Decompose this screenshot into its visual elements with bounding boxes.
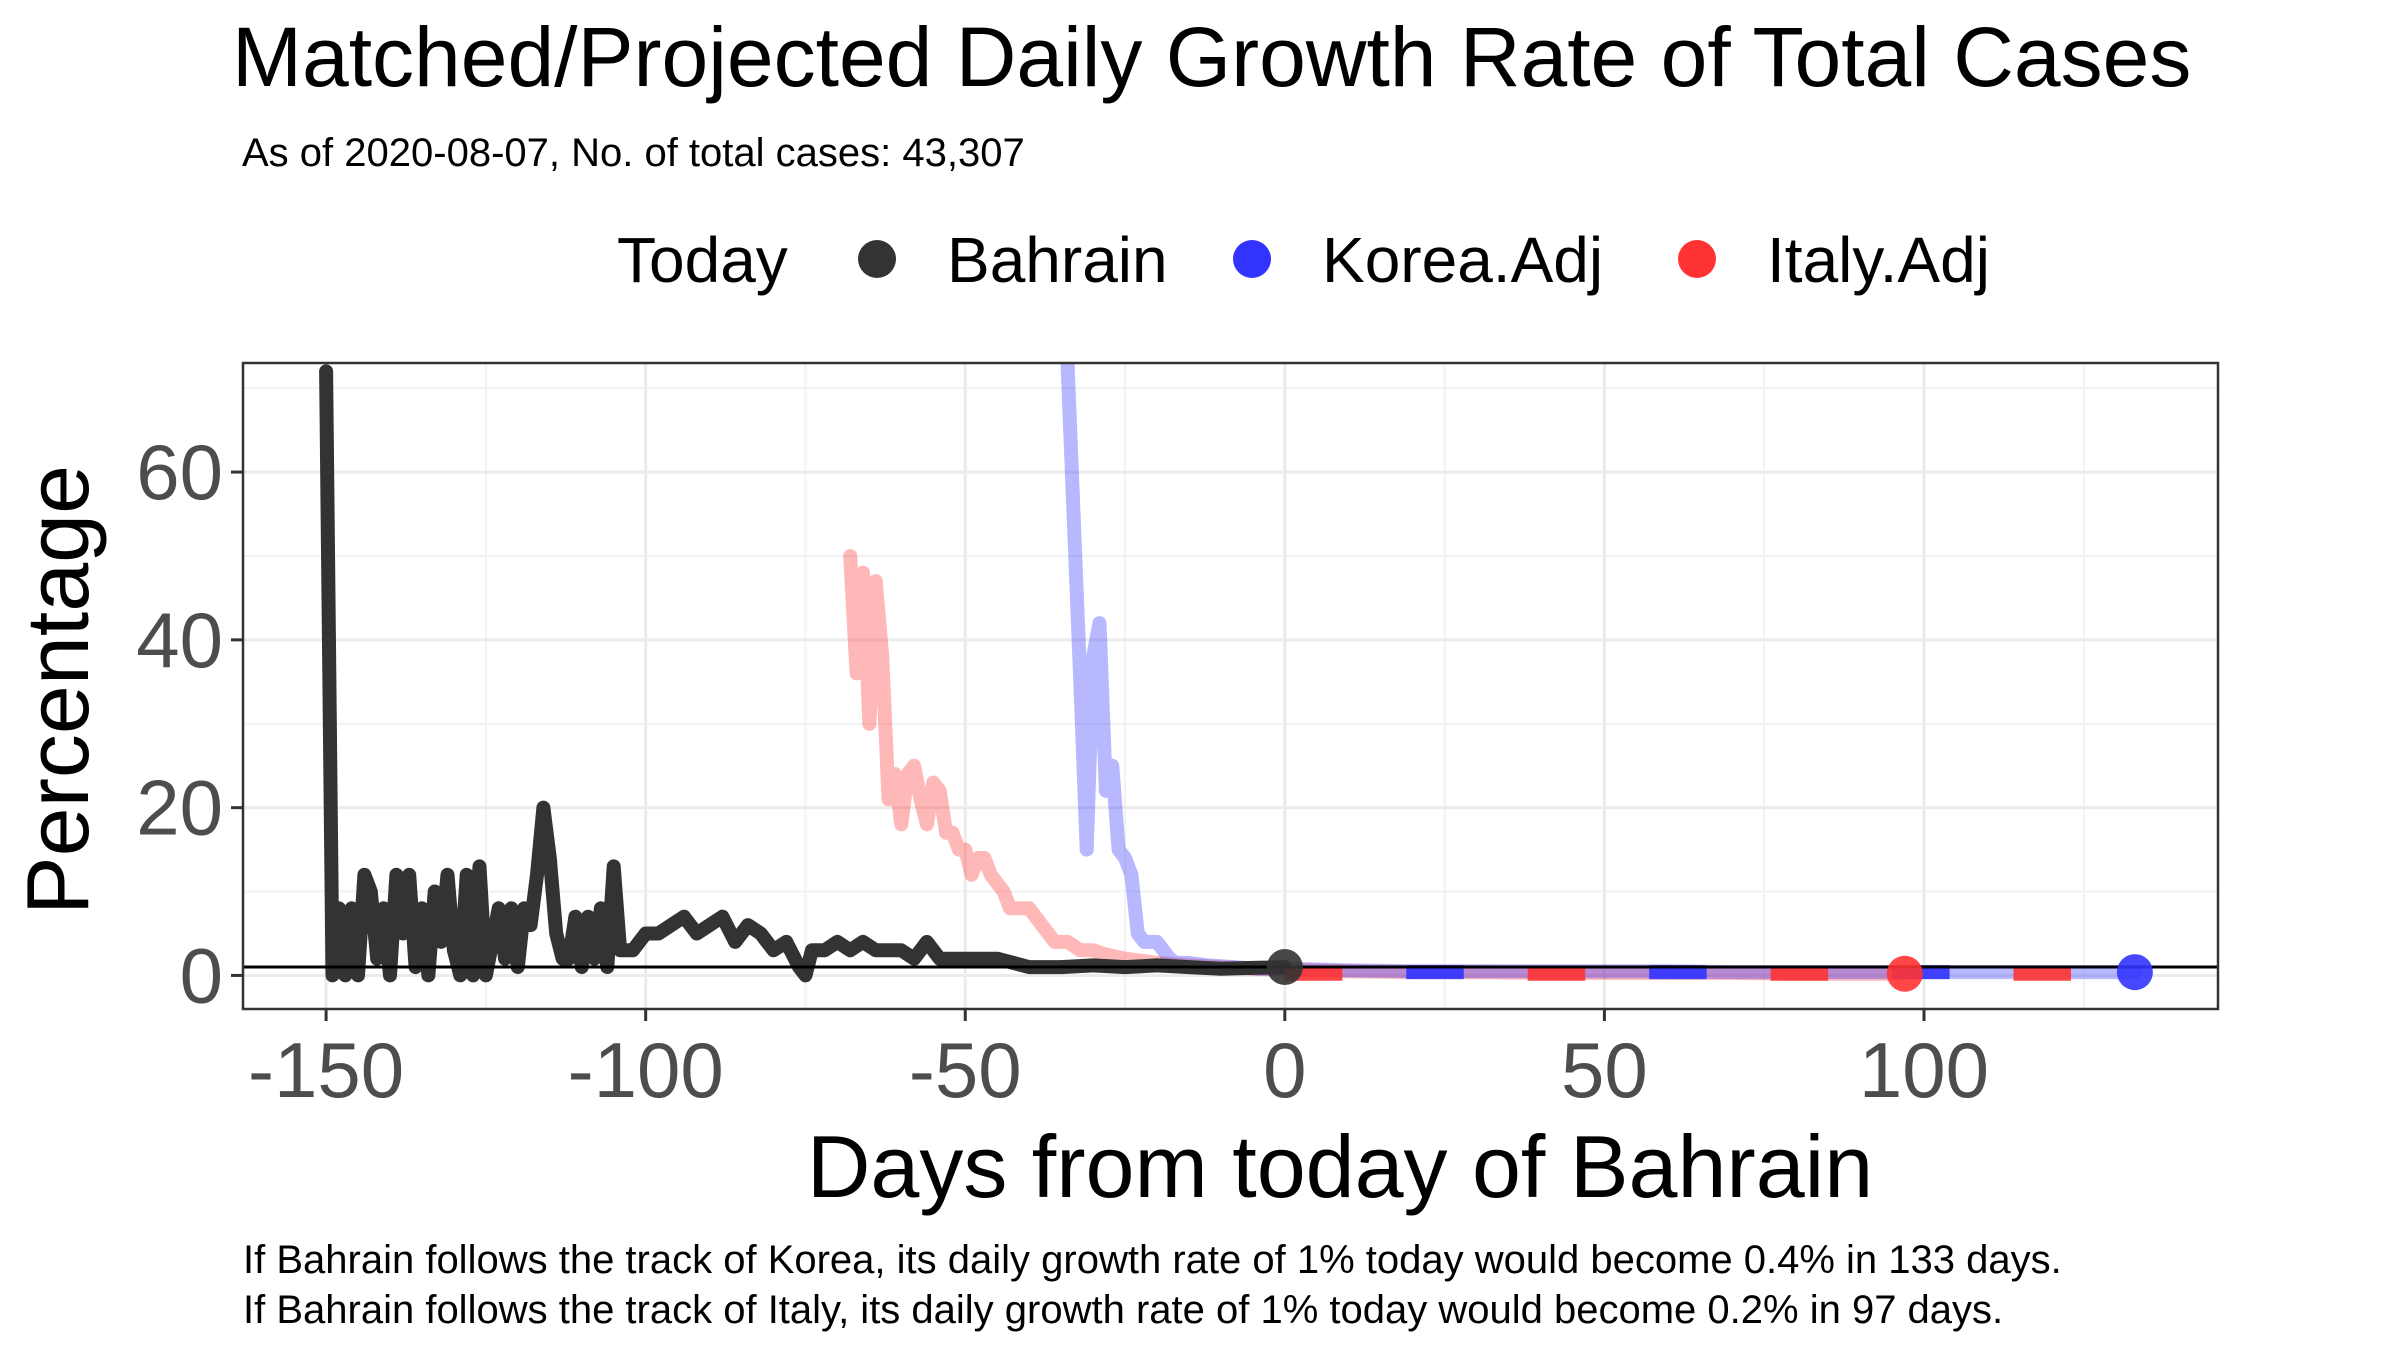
today-points bbox=[1266, 949, 2153, 992]
y-axis-title: Percentage bbox=[8, 465, 107, 915]
today-point-italy-adj bbox=[1886, 955, 1923, 992]
chart-subtitle: As of 2020-08-07, No. of total cases: 43… bbox=[242, 131, 1025, 175]
x-tick-label: 0 bbox=[1263, 1026, 1306, 1114]
today-point-korea-adj bbox=[2116, 954, 2153, 991]
legend-key-italy bbox=[1678, 240, 1716, 278]
series-line-italy-adj bbox=[843, 549, 1912, 981]
caption-italy: If Bahrain follows the track of Italy, i… bbox=[243, 1288, 2003, 1332]
series-line-bahrain bbox=[319, 364, 1292, 983]
x-tick-label: -150 bbox=[248, 1026, 404, 1114]
x-tick-label: 100 bbox=[1859, 1026, 1989, 1114]
legend-title: Today bbox=[617, 224, 788, 296]
legend-key-bahrain bbox=[858, 240, 896, 278]
legend-label-italy: Italy.Adj bbox=[1767, 224, 1990, 296]
caption-korea: If Bahrain follows the track of Korea, i… bbox=[243, 1238, 2062, 1282]
y-tick-label: 40 bbox=[136, 596, 223, 684]
legend-label-bahrain: Bahrain bbox=[947, 224, 1168, 296]
y-tick-label: 60 bbox=[136, 428, 223, 516]
y-tick-label: 0 bbox=[180, 931, 223, 1019]
x-tick-label: 50 bbox=[1561, 1026, 1648, 1114]
series-line-korea-adj bbox=[1060, 363, 2142, 980]
x-axis-title: Days from today of Bahrain bbox=[807, 1117, 1873, 1216]
x-tick-label: -100 bbox=[568, 1026, 724, 1114]
chart-title: Matched/Projected Daily Growth Rate of T… bbox=[232, 10, 2191, 104]
legend: Today Bahrain Korea.Adj Italy.Adj bbox=[617, 224, 1990, 296]
y-tick-label: 20 bbox=[136, 764, 223, 852]
x-axis-ticks: -150 -100 -50 0 50 100 bbox=[248, 1009, 1989, 1114]
legend-label-korea: Korea.Adj bbox=[1322, 224, 1603, 296]
today-point-bahrain bbox=[1266, 949, 1303, 986]
x-tick-label: -50 bbox=[909, 1026, 1022, 1114]
y-axis-ticks: 0 20 40 60 bbox=[136, 428, 243, 1019]
series-layer bbox=[243, 363, 2218, 983]
legend-key-korea bbox=[1233, 240, 1271, 278]
panel-border bbox=[241, 361, 2220, 1011]
